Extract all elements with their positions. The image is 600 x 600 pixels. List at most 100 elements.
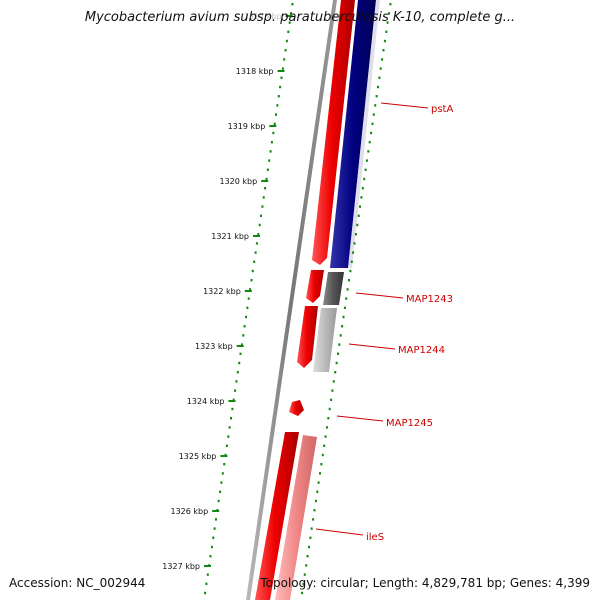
kbp-ruler: 1317 kbp 1318 kbp 1319 kbp 1320 kbp 1321 kbp…	[162, 12, 293, 571]
tick-dot	[367, 150, 370, 153]
tick-dot	[385, 30, 388, 33]
tick-dot	[346, 288, 349, 291]
tick-dot	[327, 417, 330, 420]
tick-dot	[243, 325, 246, 328]
tick-dot	[301, 591, 304, 595]
kbp-tick	[253, 235, 260, 237]
tick-dot	[287, 30, 290, 33]
gene-ileS-rev	[275, 435, 317, 600]
tick-dot	[317, 481, 320, 484]
gene-MAP1244	[297, 306, 318, 368]
tick-dot	[334, 371, 337, 374]
tick-dot	[341, 325, 344, 328]
tick-dot	[253, 260, 256, 263]
tick-dot	[230, 417, 232, 420]
tick-dot	[272, 131, 275, 135]
tick-dot	[350, 260, 353, 263]
tick-dot	[331, 389, 334, 392]
kbp-tick-label: 1323 kbp	[195, 342, 233, 351]
gene-label-ileS: ileS	[366, 532, 384, 543]
gene-pstA-reverse	[330, 0, 376, 268]
map-title: Mycobacterium avium subsp. paratuberculo…	[84, 10, 516, 25]
gene-pstA-forward	[312, 0, 355, 265]
tick-dot	[280, 76, 283, 79]
kbp-tick	[228, 400, 236, 402]
kbp-tick-label: 1317 kbp	[244, 12, 282, 21]
tick-dot	[215, 518, 217, 521]
tick-dot	[255, 242, 258, 245]
tick-dot	[320, 463, 323, 466]
tick-dot	[245, 315, 247, 319]
tick-dot	[348, 279, 350, 282]
kbp-tick-label: 1324 kbp	[187, 397, 225, 406]
tick-dot	[360, 196, 363, 199]
tick-dot	[264, 187, 267, 190]
tick-dot	[309, 536, 312, 539]
topology-text: Topology: circular; Length: 4,829,781 bp…	[260, 576, 590, 590]
tick-dot	[232, 398, 235, 401]
tick-dot	[349, 269, 352, 273]
tick-dot	[265, 177, 268, 181]
tick-dot	[313, 509, 316, 512]
tick-dot	[210, 545, 213, 549]
tick-dot	[314, 499, 317, 503]
tick-dot	[236, 371, 239, 374]
tick-dot	[372, 113, 375, 116]
tick-dot	[330, 398, 333, 401]
tick-dot	[239, 352, 242, 355]
tick-dot	[285, 39, 288, 43]
kbp-tick-label: 1319 kbp	[228, 122, 266, 131]
tick-dot	[235, 380, 238, 383]
tick-dot	[338, 343, 341, 346]
gene-label-MAP1244: MAP1244	[398, 345, 445, 356]
tick-dot	[345, 297, 348, 300]
tick-dot	[352, 251, 355, 254]
tick-dot	[382, 49, 385, 52]
strand-highlight	[348, 0, 380, 268]
tick-dot	[388, 12, 390, 15]
tick-dot	[204, 591, 207, 595]
tick-dot	[262, 196, 265, 199]
tick-dot	[302, 582, 305, 585]
tick-dot	[332, 380, 335, 383]
tick-dot	[269, 150, 272, 153]
kbp-tick-label: 1322 kbp	[203, 287, 241, 296]
tick-dot	[260, 214, 262, 217]
tick-dot	[217, 499, 220, 503]
tick-dot	[324, 435, 327, 438]
tick-dot	[213, 527, 216, 530]
gene-MAP1243-rev	[323, 272, 344, 305]
tick-dot	[383, 39, 386, 43]
tick-dot	[238, 361, 241, 365]
tick-dot	[270, 141, 273, 144]
tick-dot	[279, 85, 282, 89]
tick-dot	[312, 518, 315, 521]
tick-dot	[205, 582, 208, 585]
tick-dot	[221, 472, 224, 475]
gene-MAP1244-rev	[313, 308, 337, 372]
tick-dot	[220, 481, 223, 484]
tick-dot	[378, 76, 381, 79]
tick-dot	[375, 95, 378, 98]
kbp-tick	[220, 455, 228, 457]
tick-dot	[356, 223, 359, 227]
tick-dots	[204, 3, 392, 595]
kbp-tick	[277, 70, 285, 72]
tick-dot	[316, 490, 319, 493]
tick-dot	[206, 573, 209, 576]
tick-dot	[219, 490, 222, 493]
tick-dot	[249, 288, 252, 291]
gene-ileS	[255, 432, 299, 600]
tick-dot	[258, 223, 261, 227]
tick-dot	[257, 233, 260, 236]
tick-dot	[225, 444, 228, 447]
tick-dot	[357, 214, 360, 217]
tick-dot	[288, 21, 291, 24]
kbp-tick-label: 1326 kbp	[170, 507, 208, 516]
tick-dot	[319, 472, 321, 475]
tick-dot	[371, 122, 374, 125]
kbp-tick	[269, 125, 277, 127]
kbp-tick	[261, 180, 269, 182]
tick-dot	[308, 545, 310, 549]
